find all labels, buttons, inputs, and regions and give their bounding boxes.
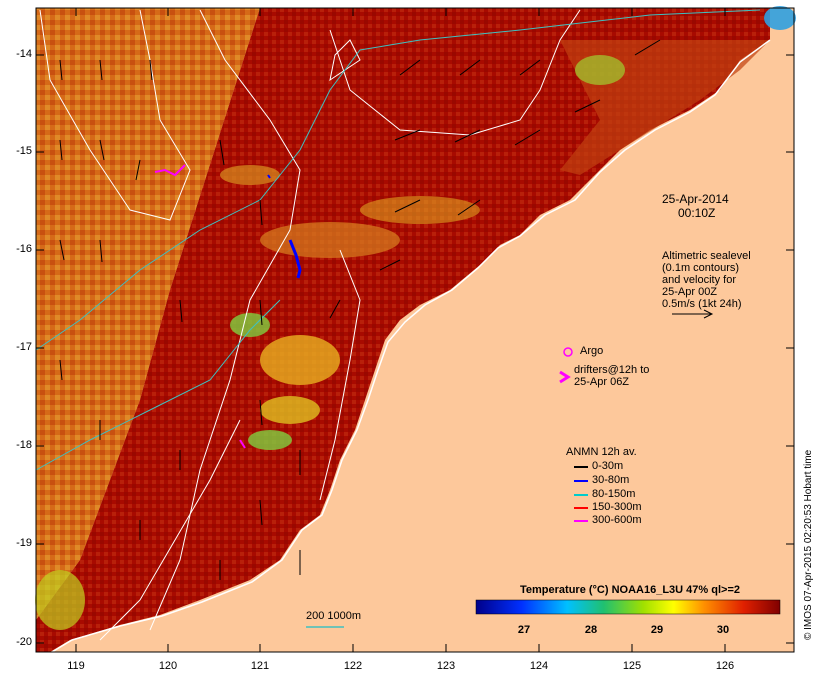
velocity-arrow — [99, 139, 105, 161]
colorbar-tick: 28 — [584, 624, 598, 636]
velocity-arrow — [459, 59, 481, 76]
velocity-arrow — [149, 59, 153, 81]
velocity-arrow — [519, 59, 541, 76]
velocity-arrow — [457, 199, 481, 216]
argo-icon — [563, 347, 573, 357]
drifter-track — [267, 174, 271, 179]
cool-patches — [35, 6, 796, 630]
timestamp-date: 25-Apr-2014 — [662, 192, 729, 206]
altimetry-note-line: and velocity for — [662, 274, 736, 286]
velocity-arrow — [135, 159, 141, 181]
coastline — [51, 39, 771, 653]
velocity-arrow — [514, 129, 541, 146]
anmn-legend-item: 30-80m — [592, 474, 630, 486]
x-tick-label: 123 — [436, 660, 456, 672]
anmn-legend-item: 150-300m — [592, 501, 642, 513]
velocity-arrow — [379, 259, 401, 271]
anmn-legend-arrows — [574, 466, 588, 522]
velocity-arrow — [59, 59, 63, 81]
drifter-track — [239, 439, 246, 449]
velocity-arrow — [219, 139, 225, 166]
velocity-arrow — [259, 299, 263, 326]
drifter-track — [154, 164, 186, 177]
colorbar-tick: 29 — [650, 624, 664, 636]
y-tick-label: -18 — [16, 439, 32, 451]
colorbar — [475, 599, 781, 615]
x-tick-label: 126 — [715, 660, 735, 672]
velocity-arrow — [99, 239, 103, 263]
isobaths — [35, 9, 761, 471]
credit-label: © IMOS 07-Apr-2015 02:20:53 Hobart time — [803, 449, 814, 640]
colorbar-title: Temperature (°C) NOAA16_L3U 47% ql>=2 — [520, 584, 740, 596]
velocity-arrow — [454, 129, 481, 143]
colorbar-tick: 30 — [716, 624, 730, 636]
velocity-arrow — [394, 129, 421, 141]
drifters-label-line: drifters@12h to — [574, 364, 650, 376]
velocity-arrow — [329, 299, 341, 319]
velocity-arrow — [179, 299, 183, 323]
y-tick-label: -16 — [16, 243, 32, 255]
argo-label: Argo — [580, 345, 604, 357]
velocity-arrow — [59, 239, 65, 261]
sealevel-contours — [39, 9, 581, 641]
plot-frame — [35, 7, 795, 653]
colorbar-tick: 27 — [517, 624, 531, 636]
x-tick-label: 125 — [622, 660, 642, 672]
drifter-track — [288, 239, 302, 279]
drifter-tracks — [154, 164, 302, 449]
velocity-arrow — [394, 199, 421, 213]
y-tick-label: -19 — [16, 537, 32, 549]
y-tick-label: -15 — [16, 145, 32, 157]
sst-field-west — [36, 8, 260, 620]
tick-marks — [36, 8, 794, 652]
anmn-legend-title: ANMN 12h av. — [566, 446, 637, 458]
anmn-legend-item: 300-600m — [592, 514, 642, 526]
velocity-arrow — [634, 39, 661, 56]
y-tick-label: -17 — [16, 341, 32, 353]
y-tick-label: -20 — [16, 636, 32, 648]
velocity-arrow — [59, 139, 63, 161]
velocity-arrow — [259, 399, 263, 426]
timestamp-time: 00:10Z — [678, 206, 716, 220]
y-tick-label: -14 — [16, 48, 32, 60]
x-tick-label: 124 — [529, 660, 549, 672]
x-tick-label: 120 — [158, 660, 178, 672]
isobath-label: 200 1000m — [306, 610, 362, 622]
velocity-scale-arrowhead — [703, 309, 714, 319]
altimetry-note-line: Altimetric sealevel — [662, 250, 751, 262]
velocity-arrow — [59, 359, 63, 381]
altimetry-note-line: 25-Apr 00Z — [662, 286, 718, 298]
drifter-legend-icon — [559, 370, 571, 384]
drifters-label-line: 25-Apr 06Z — [574, 376, 630, 388]
x-tick-label: 119 — [67, 660, 85, 672]
velocity-arrow — [259, 499, 263, 526]
anmn-legend-item: 80-150m — [592, 488, 636, 500]
x-tick-label: 122 — [343, 660, 363, 672]
altimetry-note-line: (0.1m contours) — [662, 262, 740, 274]
x-tick-label: 121 — [250, 660, 270, 672]
altimetry-note-line: 0.5m/s (1kt 24h) — [662, 298, 742, 310]
velocity-arrow — [574, 99, 601, 113]
velocity-arrow — [399, 59, 421, 76]
velocity-arrow — [259, 199, 263, 226]
velocity-arrows — [59, 39, 661, 580]
anmn-legend-item: 0-30m — [592, 460, 624, 472]
velocity-arrow — [99, 59, 103, 81]
